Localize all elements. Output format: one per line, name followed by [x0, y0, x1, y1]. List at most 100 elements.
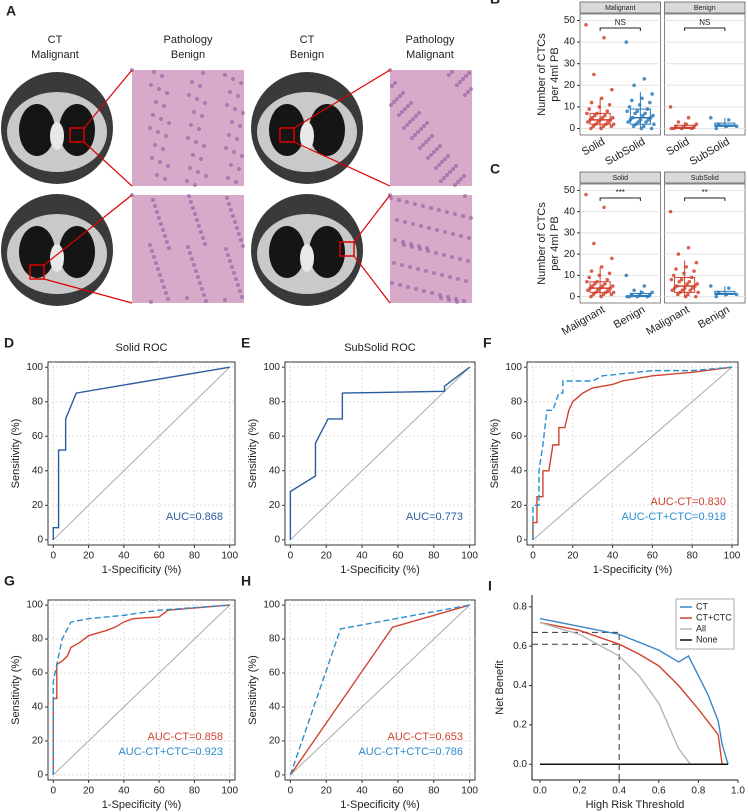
data-point — [648, 115, 653, 120]
roc-curve — [532, 366, 733, 540]
cell — [152, 255, 156, 259]
x-axis-label: 1-Specificity (%) — [593, 564, 672, 576]
cell — [453, 212, 457, 216]
cell — [198, 84, 202, 88]
facet-title: Benign — [694, 5, 716, 12]
cell — [422, 124, 426, 128]
legend-label: None — [696, 634, 718, 644]
cell — [445, 173, 449, 177]
x-tick-label: 0.2 — [573, 786, 587, 797]
y-tick-label: 40 — [32, 702, 44, 713]
data-point — [608, 118, 613, 122]
cell — [389, 196, 393, 200]
cell — [400, 263, 404, 267]
cell — [227, 202, 231, 206]
x-tick-label: 40 — [118, 551, 130, 562]
y-tick-label: 60 — [32, 431, 44, 442]
x-tick-label: 80 — [189, 786, 201, 797]
cell — [238, 289, 242, 293]
cell — [440, 160, 444, 164]
data-point — [627, 105, 632, 109]
cell — [408, 265, 412, 269]
cell — [240, 295, 244, 299]
roc-curve — [289, 604, 470, 776]
data-point — [724, 292, 729, 297]
data-point — [585, 288, 590, 293]
cell — [149, 300, 153, 304]
data-point — [692, 269, 696, 273]
roi-link — [83, 141, 133, 187]
plot-frame — [284, 599, 476, 781]
panel-letter: B — [490, 0, 500, 7]
roc-curve — [52, 366, 230, 540]
data-point — [635, 109, 640, 114]
roi-box — [279, 127, 295, 143]
data-point — [593, 290, 598, 295]
x-tick-label: 100 — [461, 551, 478, 562]
mediastinum — [50, 244, 64, 272]
cell — [437, 208, 441, 212]
cell — [195, 218, 199, 222]
cell — [434, 166, 438, 170]
y-tick-label: 80 — [269, 396, 281, 407]
y-tick-label: 40 — [564, 206, 576, 217]
cell — [453, 183, 457, 187]
significance-label: NS — [615, 18, 626, 27]
data-point — [607, 271, 612, 276]
y-tick-label: 100 — [26, 362, 43, 373]
cell — [200, 287, 204, 291]
x-tick-label: 80 — [189, 551, 201, 562]
cell — [455, 83, 459, 87]
data-point — [636, 120, 640, 124]
cell — [196, 170, 200, 174]
cell — [204, 174, 208, 178]
cell — [197, 127, 201, 131]
cell — [402, 243, 406, 247]
cell — [185, 179, 189, 183]
column-label: Malignant — [31, 49, 79, 61]
significance-label: NS — [699, 18, 710, 27]
cell — [191, 153, 195, 157]
y-tick-label: 20 — [32, 736, 44, 747]
cell — [192, 110, 196, 114]
data-point — [670, 288, 675, 293]
data-point — [599, 126, 603, 131]
lung — [59, 226, 95, 278]
significance-bracket — [599, 27, 641, 31]
cell — [410, 136, 414, 140]
cell — [239, 81, 243, 85]
data-point — [590, 115, 595, 120]
cell — [167, 121, 171, 125]
cell — [196, 275, 200, 279]
data-point — [603, 113, 607, 118]
data-point — [694, 294, 698, 299]
cell — [426, 156, 430, 160]
cell — [408, 120, 412, 124]
y-tick-label: 30 — [564, 228, 576, 239]
reference-diagonal — [290, 604, 470, 776]
auc-label: AUC=0.868 — [166, 511, 223, 523]
y-tick-label: 80 — [32, 634, 44, 645]
x-axis-label: 1-Specificity (%) — [102, 799, 181, 811]
cell — [186, 245, 190, 249]
cell — [153, 204, 157, 208]
cell — [393, 81, 397, 85]
y-tick-label: 40 — [564, 37, 576, 48]
x-tick-label: 80 — [428, 551, 440, 562]
cell — [232, 150, 236, 154]
y-tick-label: 20 — [32, 500, 44, 511]
cell — [155, 210, 159, 214]
data-point — [682, 124, 686, 129]
data-point — [637, 102, 642, 107]
data-point — [611, 290, 616, 295]
cell — [153, 143, 157, 147]
data-point — [605, 277, 610, 282]
data-point — [601, 124, 606, 129]
data-point — [590, 284, 595, 288]
cell — [202, 293, 206, 297]
x-tick-label: 60 — [392, 551, 404, 562]
data-point — [625, 294, 629, 299]
x-tick-label: 0.0 — [533, 786, 547, 797]
roi-link — [83, 69, 133, 129]
